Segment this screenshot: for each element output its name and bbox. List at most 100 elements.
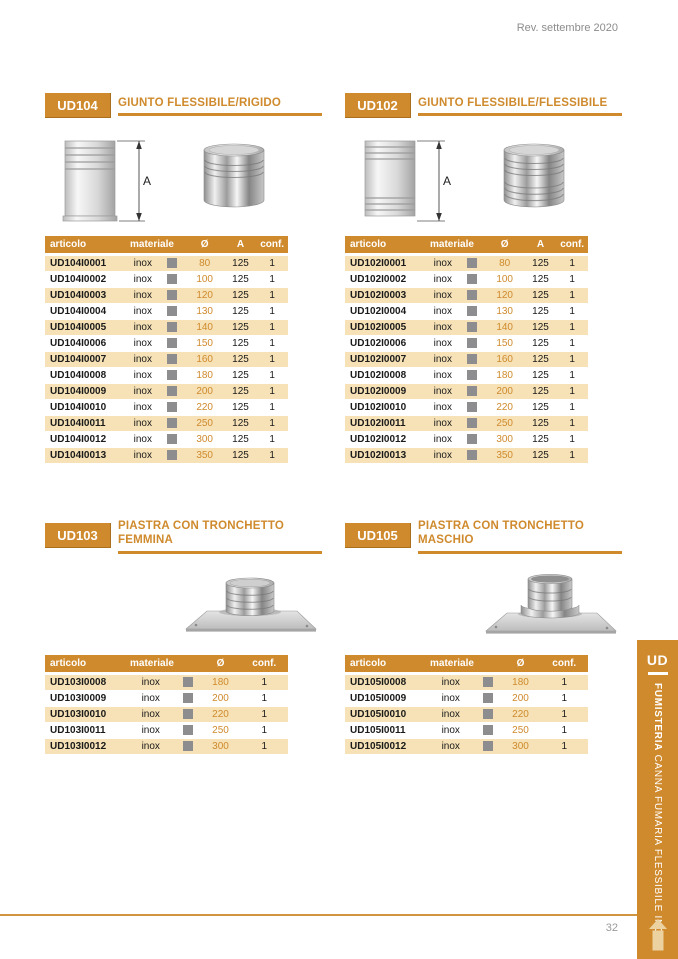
cell-a: 125: [224, 448, 257, 464]
cell-a: 125: [224, 384, 257, 400]
material-color-swatch: [182, 677, 193, 688]
cell-conf: 1: [556, 352, 588, 368]
swatch-cell: [458, 352, 485, 368]
cell-a: 125: [224, 400, 257, 416]
cell-articolo: UD102I0011: [345, 416, 427, 432]
product-title-rule: GIUNTO FLESSIBILE/FLESSIBILE: [418, 95, 622, 117]
cell-conf: 1: [256, 336, 288, 352]
table-row: UD104I0011 inox 250 125 1: [45, 416, 288, 432]
swatch-cell: [458, 320, 485, 336]
swatch-column-header: [158, 236, 185, 256]
material-color-swatch: [166, 402, 177, 413]
swatch-cell: [458, 304, 485, 320]
table-row: UD103I0009 inox 200 1: [45, 691, 288, 707]
cell-articolo: UD104I0005: [45, 320, 127, 336]
product-images: [45, 557, 322, 652]
cell-materiale: inox: [427, 368, 459, 384]
cell-materiale: inox: [427, 320, 459, 336]
cell-materiale: inox: [127, 723, 175, 739]
material-color-swatch: [482, 741, 493, 752]
column-header-diametro: Ø: [500, 654, 541, 675]
product-code-badge: UD104: [45, 93, 111, 118]
table-row: UD102I0001 inox 80 125 1: [345, 256, 588, 272]
product-title-rule: PIASTRA CON TRONCHETTO FEMMINA: [118, 518, 322, 554]
swatch-cell: [458, 432, 485, 448]
cell-diametro: 220: [484, 400, 525, 416]
cell-articolo: UD102I0008: [345, 368, 427, 384]
swatch-column-header: [458, 236, 485, 256]
cell-diametro: 160: [184, 352, 225, 368]
material-color-swatch: [482, 693, 493, 704]
column-header-materiale: materiale: [127, 654, 175, 675]
material-color-swatch: [466, 354, 477, 365]
swatch-cell: [174, 706, 201, 723]
table-row: UD102I0003 inox 120 125 1: [345, 288, 588, 304]
cell-diametro: 250: [484, 416, 525, 432]
material-color-swatch: [482, 709, 493, 720]
product-title-rule: GIUNTO FLESSIBILE/RIGIDO: [118, 95, 322, 117]
cell-conf: 1: [556, 400, 588, 416]
cell-diametro: 300: [200, 738, 241, 755]
swatch-cell: [474, 691, 501, 707]
cell-materiale: inox: [427, 256, 459, 272]
material-color-swatch: [466, 434, 477, 445]
cell-conf: 1: [256, 352, 288, 368]
cell-conf: 1: [256, 416, 288, 432]
cell-articolo: UD102I0001: [345, 256, 427, 272]
material-color-swatch: [166, 434, 177, 445]
table-row: UD104I0009 inox 200 125 1: [45, 384, 288, 400]
cell-a: 125: [224, 432, 257, 448]
cell-a: 125: [524, 384, 557, 400]
table-row: UD102I0013 inox 350 125 1: [345, 448, 588, 464]
cell-conf: 1: [256, 448, 288, 464]
cell-articolo: UD104I0010: [45, 400, 127, 416]
cell-articolo: UD104I0009: [45, 384, 127, 400]
cell-conf: 1: [556, 320, 588, 336]
revision-date: Rev. settembre 2020: [516, 22, 618, 34]
cell-articolo: UD103I0010: [45, 706, 127, 723]
cell-articolo: UD104I0011: [45, 416, 127, 432]
product-header: UD103 PIASTRA CON TRONCHETTO FEMMINA: [45, 518, 322, 554]
table-row: UD104I0002 inox 100 125 1: [45, 272, 288, 288]
material-color-swatch: [466, 290, 477, 301]
material-color-swatch: [166, 370, 177, 381]
column-header-articolo: articolo: [345, 236, 427, 256]
cell-materiale: inox: [427, 272, 459, 288]
product-block-ud102: UD102 GIUNTO FLESSIBILE/FLESSIBILE A: [345, 93, 622, 464]
cell-materiale: inox: [427, 738, 475, 755]
table-row: UD104I0012 inox 300 125 1: [45, 432, 288, 448]
cell-diametro: 300: [500, 738, 541, 755]
table-row: UD102I0007 inox 160 125 1: [345, 352, 588, 368]
cell-materiale: inox: [127, 738, 175, 755]
cell-conf: 1: [556, 288, 588, 304]
cell-conf: 1: [556, 416, 588, 432]
cell-a: 125: [524, 320, 557, 336]
cell-conf: 1: [556, 432, 588, 448]
cell-conf: 1: [256, 272, 288, 288]
cell-articolo: UD104I0012: [45, 432, 127, 448]
cell-diametro: 180: [184, 368, 225, 384]
swatch-cell: [158, 256, 185, 272]
swatch-cell: [458, 336, 485, 352]
cell-materiale: inox: [427, 400, 459, 416]
product-code-badge: UD105: [345, 523, 411, 549]
cell-conf: 1: [256, 384, 288, 400]
cell-diametro: 250: [200, 723, 241, 739]
swatch-cell: [174, 691, 201, 707]
sidebar-category-rest: CANNA FUMARIA FLESSIBILE INOX: [652, 751, 663, 943]
material-color-swatch: [466, 306, 477, 317]
swatch-cell: [158, 416, 185, 432]
table-row: UD102I0006 inox 150 125 1: [345, 336, 588, 352]
cell-diametro: 80: [484, 256, 525, 272]
material-color-swatch: [482, 725, 493, 736]
table-row: UD104I0008 inox 180 125 1: [45, 368, 288, 384]
cell-a: 125: [224, 272, 257, 288]
material-color-swatch: [166, 274, 177, 285]
technical-drawing-flex-rigid-joint: A: [62, 140, 151, 222]
cell-diametro: 250: [184, 416, 225, 432]
table-row: UD102I0002 inox 100 125 1: [345, 272, 588, 288]
product-block-ud103: UD103 PIASTRA CON TRONCHETTO FEMMINA: [45, 518, 322, 755]
